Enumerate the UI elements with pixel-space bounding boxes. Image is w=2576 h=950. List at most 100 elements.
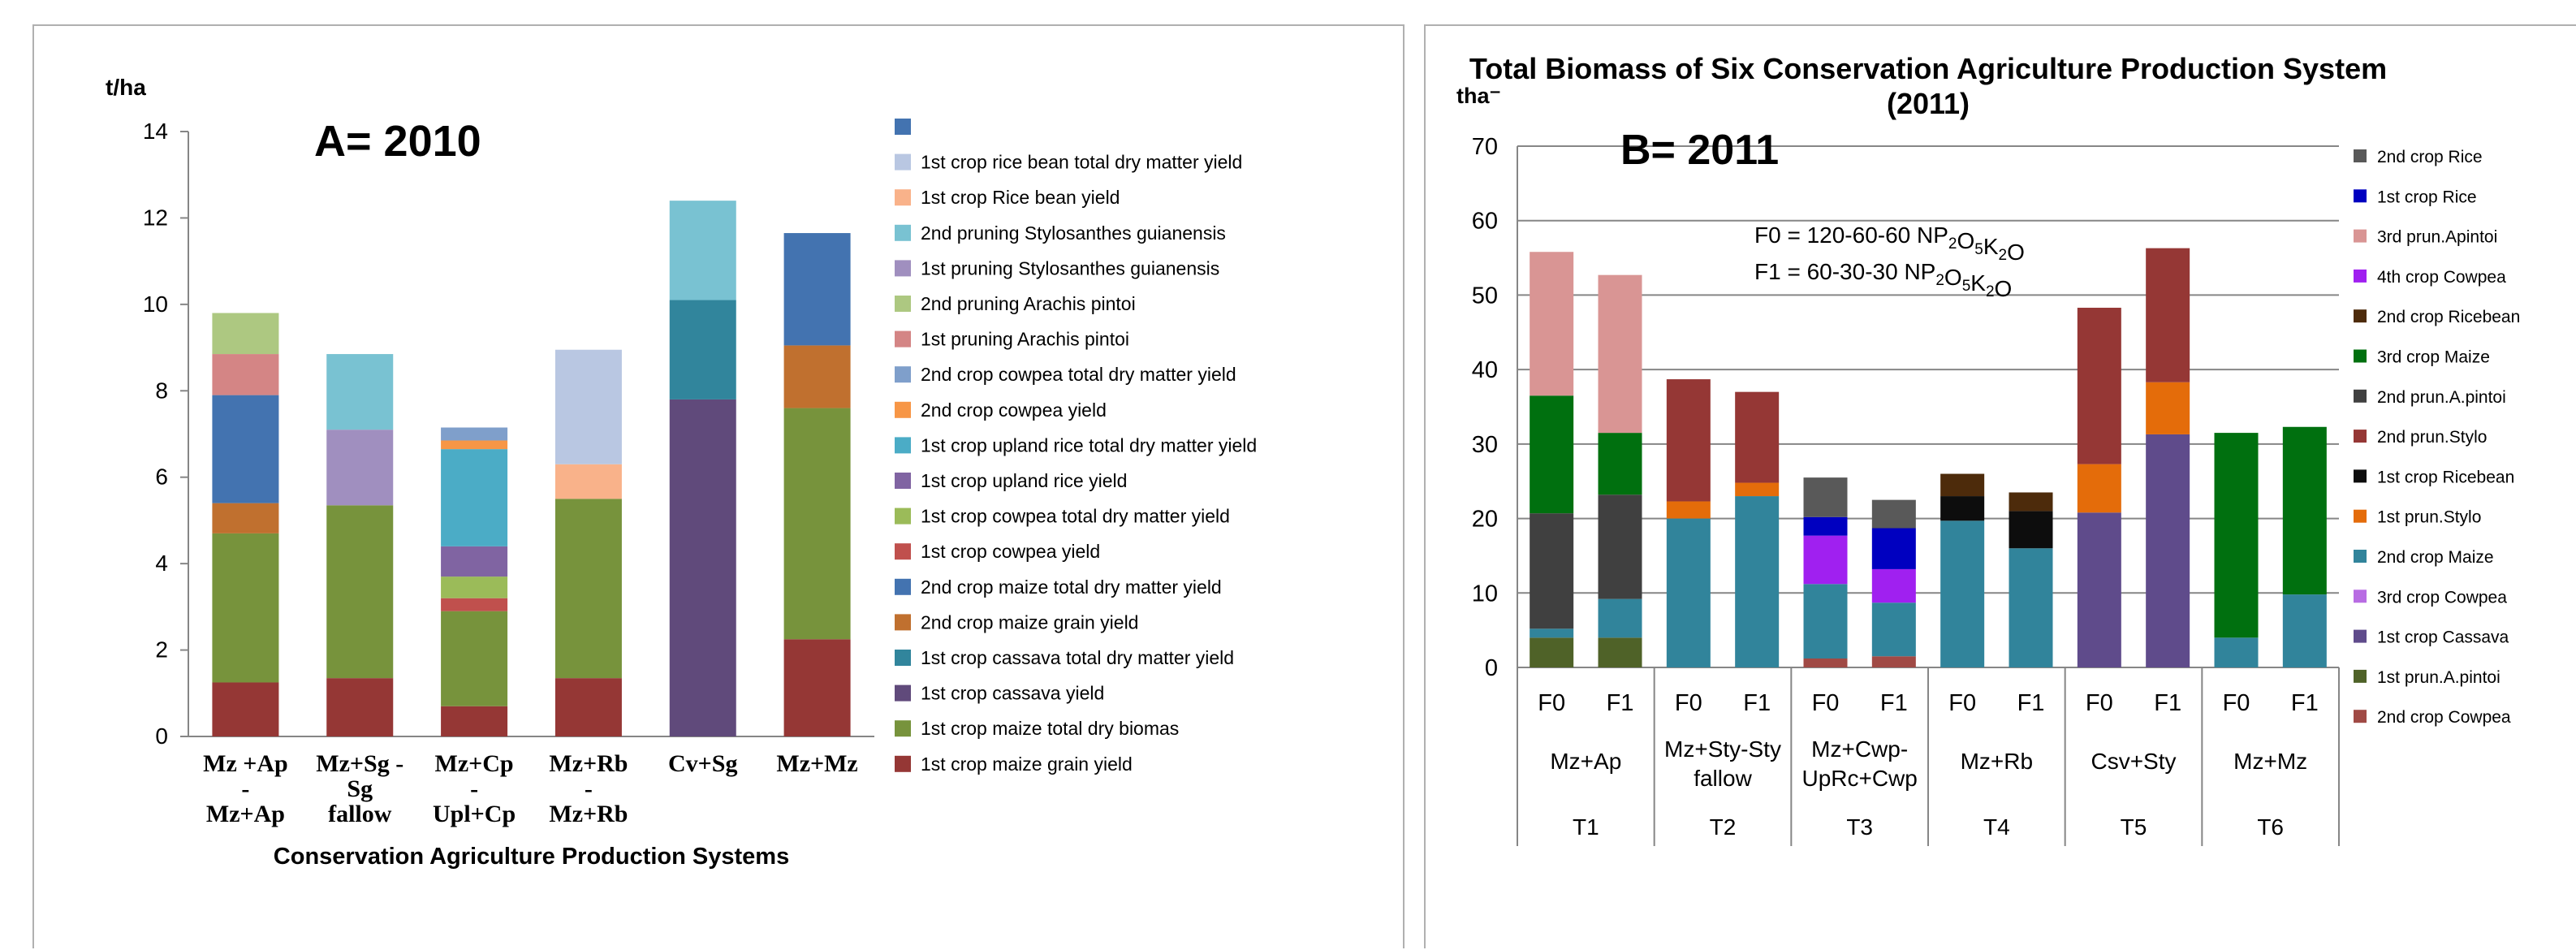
legend-label: 1st crop cowpea total dry matter yield: [921, 506, 1230, 527]
legend-label: 2nd prun.A.pintoi: [2377, 388, 2506, 407]
bar-segment: [2282, 426, 2327, 595]
x-tick-label: F1: [1880, 690, 1908, 716]
legend-label: 2nd crop maize grain yield: [921, 611, 1138, 633]
legend-swatch: [895, 296, 911, 312]
legend-swatch: [2354, 189, 2367, 203]
x-tick-label: F1: [2291, 690, 2319, 716]
bar-segment: [1530, 252, 1574, 396]
panel-b-label: B= 2011: [1620, 127, 1779, 174]
legend-swatch: [895, 437, 911, 454]
bar-segment: [1871, 568, 1916, 603]
bar-segment: [2214, 433, 2259, 638]
legend-label: 1st crop Rice bean yield: [921, 187, 1120, 208]
bar-segment: [2282, 594, 2327, 667]
bar-segment: [2146, 434, 2190, 667]
bar-segment: [554, 678, 622, 736]
x-tick-label: -: [470, 775, 478, 802]
bar-segment: [2077, 464, 2121, 513]
legend-label: 1st crop cowpea yield: [921, 541, 1100, 562]
legend-swatch: [2354, 550, 2367, 563]
x-tick-label: F1: [2017, 690, 2045, 716]
bar-segment: [212, 354, 279, 395]
legend-label: 3rd crop Cowpea: [2377, 588, 2507, 607]
legend-label: 1st crop Ricebean: [2377, 468, 2514, 486]
legend-label: 1st crop upland rice total dry matter yi…: [921, 434, 1257, 456]
legend-label: 1st pruning Arachis pintoi: [921, 329, 1129, 350]
legend-swatch: [2354, 509, 2367, 523]
x-tick-label: Upl+Cp: [433, 801, 516, 827]
group-label: Csv+Sty: [2091, 749, 2176, 774]
y-axis-label: tha⁻: [1456, 84, 1501, 108]
bar-segment: [669, 201, 736, 300]
legend-swatch: [895, 189, 911, 206]
bar-segment: [2009, 511, 2053, 549]
bar-segment: [2214, 637, 2259, 667]
x-tick-label: F1: [2154, 690, 2181, 716]
bar-segment: [1803, 535, 1848, 585]
chart-panel-b: Total Biomass of Six Conservation Agricu…: [1424, 24, 2576, 948]
legend-label: 3rd prun.Apintoi: [2377, 228, 2497, 247]
legend-label: 2nd pruning Arachis pintoi: [921, 293, 1136, 314]
bar-segment: [212, 395, 279, 503]
x-tick-label: F1: [1743, 690, 1771, 716]
y-tick-label: 0: [1485, 655, 1498, 681]
legend-swatch: [895, 614, 911, 631]
x-tick-label: Mz+Ap: [206, 801, 285, 827]
chart-title: Total Biomass of Six Conservation Agricu…: [1469, 52, 2387, 85]
bar-segment: [326, 505, 394, 679]
legend-label: 1st crop Rice: [2377, 188, 2477, 206]
legend-swatch: [895, 473, 911, 489]
bar-segment: [1598, 274, 1642, 434]
fertilizer-annotation: F0 = 120-60-60 NP2O5K2O: [1754, 222, 2025, 265]
bar-segment: [2009, 492, 2053, 512]
bar-segment: [1598, 494, 1642, 599]
chart-b-svg: Total Biomass of Six Conservation Agricu…: [1456, 52, 2520, 846]
legend-swatch: [895, 684, 911, 702]
bar-segment: [783, 408, 851, 640]
legend-swatch: [895, 224, 911, 241]
y-tick-label: 70: [1472, 134, 1498, 160]
x-tick-label: Mz+Mz: [776, 750, 857, 777]
panel-a-label: A= 2010: [314, 117, 481, 166]
y-tick-label: 10: [1472, 581, 1498, 607]
legend-swatch: [895, 507, 911, 525]
bar-segment: [1803, 516, 1848, 536]
bar-segment: [669, 399, 736, 736]
legend-swatch: [895, 401, 911, 418]
bar-segment: [2146, 382, 2190, 434]
legend-label: 2nd crop Ricebean: [2377, 308, 2520, 326]
bar-segment: [783, 639, 851, 736]
legend-label: 1st crop rice bean total dry matter yiel…: [921, 152, 1242, 173]
group-label: Mz+Ap: [1550, 749, 1621, 774]
legend-swatch: [2354, 309, 2367, 323]
legend-swatch: [2354, 430, 2367, 443]
legend-label: 1st crop cassava yield: [921, 683, 1104, 704]
legend-label: 2nd crop Maize: [2377, 548, 2494, 567]
bar-segment: [212, 682, 279, 736]
bar-segment: [783, 345, 851, 408]
y-axis-label: t/ha: [106, 75, 146, 100]
legend-label: 2nd crop cowpea yield: [921, 399, 1107, 421]
x-tick-label: -: [241, 775, 249, 802]
bar-segment: [1598, 598, 1642, 638]
bar-segment: [1871, 656, 1916, 667]
legend-label: 1st crop upland rice yield: [921, 470, 1127, 491]
bar-segment: [2146, 248, 2190, 382]
bar-segment: [1530, 513, 1574, 629]
y-tick-label: 12: [143, 205, 168, 230]
bar-segment: [441, 449, 508, 546]
legend-label: 2nd pruning Stylosanthes guianensis: [921, 222, 1226, 244]
bar-segment: [212, 533, 279, 683]
y-tick-label: 40: [1472, 357, 1498, 383]
legend-swatch: [2354, 229, 2367, 243]
y-tick-label: 60: [1472, 209, 1498, 235]
bar-segment: [1666, 379, 1711, 502]
x-tick-label: Mz+Sg -: [316, 750, 403, 777]
bar-segment: [1530, 395, 1574, 514]
legend-swatch: [2354, 589, 2367, 603]
y-tick-label: 20: [1472, 507, 1498, 533]
legend-label: 4th crop Cowpea: [2377, 268, 2506, 287]
legend-swatch: [895, 119, 911, 135]
bar-segment: [441, 427, 508, 441]
y-tick-label: 8: [155, 378, 168, 403]
